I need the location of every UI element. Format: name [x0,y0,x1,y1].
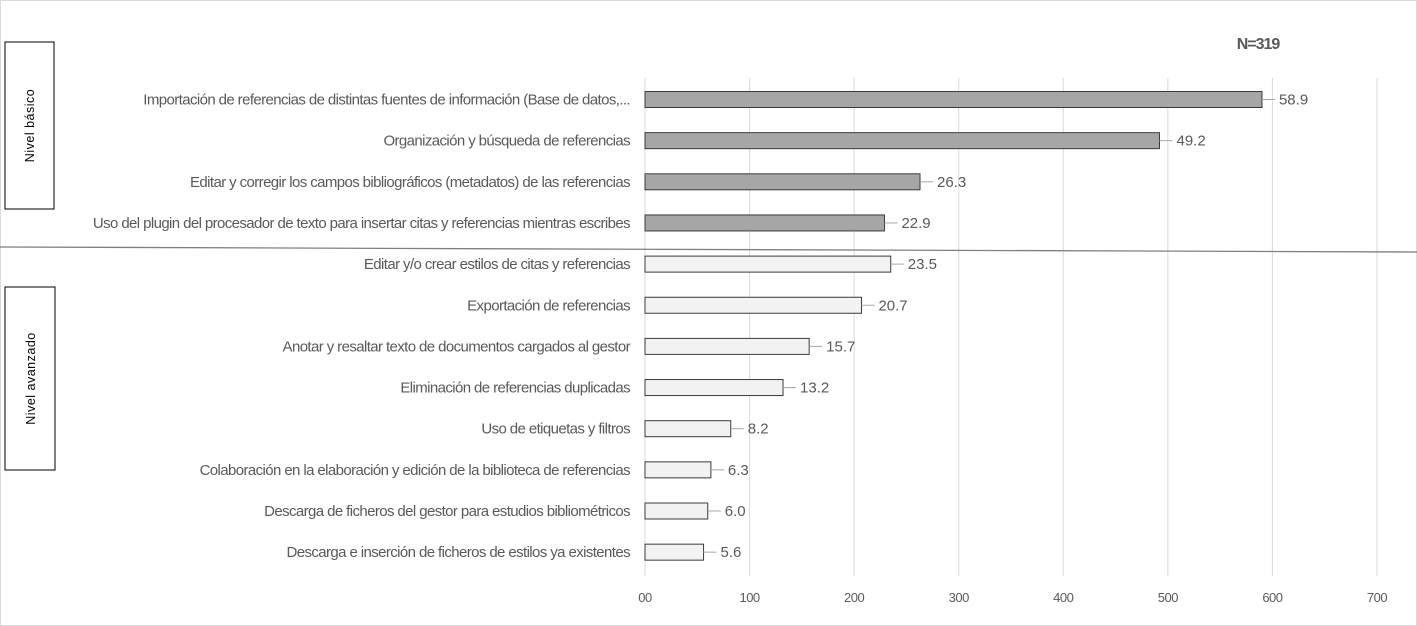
bar [644,91,1263,108]
x-tick-label: 100 [739,590,759,605]
category-label: Colaboración en la elaboración y edición… [200,462,631,479]
bar [644,337,810,355]
bar [644,132,1160,150]
sample-size-label: N=319 [1237,36,1281,53]
category-label: Anotar y resaltar texto de documentos ca… [283,338,631,355]
x-tick-label: 00 [638,590,652,605]
category-label: Uso de etiquetas y filtros [481,421,630,438]
category-label: Importación de referencias de distintas … [143,92,630,109]
bar [644,420,732,438]
group-divider [0,246,1417,253]
data-label: 13.2 [800,380,829,397]
bar [644,214,885,232]
category-label: Editar y/o crear estilos de citas y refe… [364,256,630,273]
labels: 00 100 200 300 400 500 600 700 Importación de re… [93,92,1388,606]
data-label: 15.7 [826,338,855,355]
bar [644,173,921,191]
bar [644,296,862,314]
bar [644,379,784,397]
category-label: Editar y corregir los campos bibliográfi… [190,174,630,191]
x-tick-label: 300 [949,590,969,605]
group-label-advanced: Nivel avanzado [24,332,38,424]
data-label: 20.7 [878,297,907,314]
x-tick-label: 400 [1053,590,1073,605]
bar [644,461,712,479]
category-label: Exportación de referencias [467,297,630,314]
x-tick-label: 700 [1367,590,1387,605]
category-label: Descarga e inserción de ficheros de esti… [287,544,631,561]
category-label: Uso del plugin del procesador de texto p… [93,215,630,232]
bars [644,91,1263,561]
x-tick-label: 500 [1158,590,1178,605]
data-label: 8.2 [748,421,769,438]
category-label: Organización y búsqueda de referencias [383,133,630,150]
group-box-advanced [4,286,56,471]
category-label: Eliminación de referencias duplicadas [400,380,630,397]
group-label-basic: Nivel básico [23,89,37,162]
data-label: 22.9 [901,215,930,232]
x-tick-label: 200 [844,590,864,605]
bar [644,255,892,273]
data-label: 6.3 [728,462,749,479]
category-label: Descarga de ficheros del gestor para est… [264,503,630,520]
data-label: 6.0 [725,503,746,520]
x-tick-label: 600 [1262,590,1282,605]
bar [644,543,705,561]
data-label: 58.9 [1279,92,1308,109]
data-label: 23.5 [908,256,937,273]
data-label: 49.2 [1176,133,1205,150]
data-label: 26.3 [937,174,966,191]
group-box-basic [4,41,55,210]
gridlines [644,78,1378,576]
bar [644,502,709,520]
data-label: 5.6 [721,544,742,561]
